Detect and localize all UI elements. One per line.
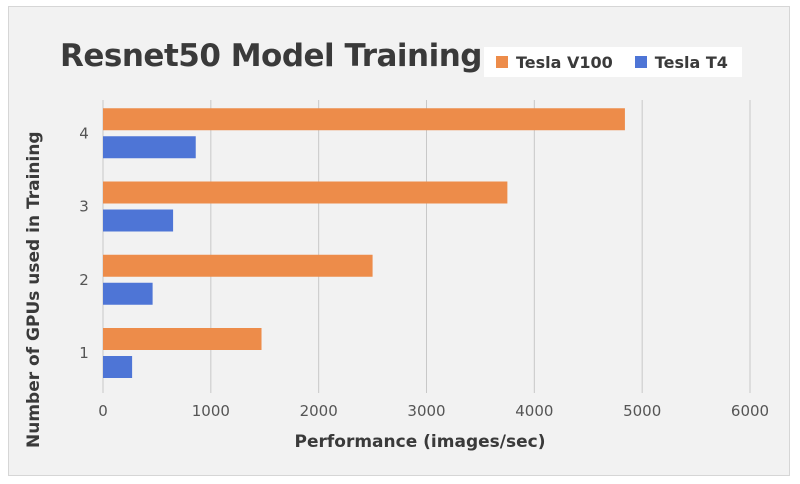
x-tick-label-0: 0	[98, 402, 108, 420]
x-tick-label-4000: 4000	[515, 402, 553, 420]
y-tick-label-1: 1	[79, 344, 89, 362]
x-tick-label-6000: 6000	[731, 402, 769, 420]
bar-t4-3	[103, 209, 174, 232]
bar-t4-4	[103, 136, 196, 159]
legend-item-t4: Tesla T4	[634, 52, 728, 72]
chart-frame	[8, 6, 790, 476]
x-axis-title: Performance (images/sec)	[294, 432, 546, 452]
chart-title: Resnet50 Model Training	[60, 38, 483, 74]
legend-label-t4: Tesla T4	[654, 52, 728, 72]
bar-t4-2	[103, 282, 153, 305]
bar-v100-2	[103, 254, 373, 277]
y-tick-label-2: 2	[79, 271, 89, 289]
x-tick-label-5000: 5000	[623, 402, 661, 420]
x-tick-label-3000: 3000	[407, 402, 445, 420]
x-tick-label-2000: 2000	[300, 402, 338, 420]
x-tick-label-1000: 1000	[192, 402, 230, 420]
bar-v100-3	[103, 181, 508, 204]
legend-swatch-v100	[496, 56, 508, 68]
y-tick-label-4: 4	[79, 124, 89, 142]
legend: Tesla V100 Tesla T4	[484, 47, 742, 77]
legend-swatch-t4	[634, 56, 647, 68]
legend-item-v100: Tesla V100	[496, 53, 613, 72]
bar-v100-1	[103, 328, 262, 350]
bar-v100-4	[103, 108, 625, 131]
bar-t4-1	[103, 356, 133, 378]
y-tick-label-3: 3	[79, 198, 89, 216]
legend-label-v100: Tesla V100	[516, 52, 613, 72]
